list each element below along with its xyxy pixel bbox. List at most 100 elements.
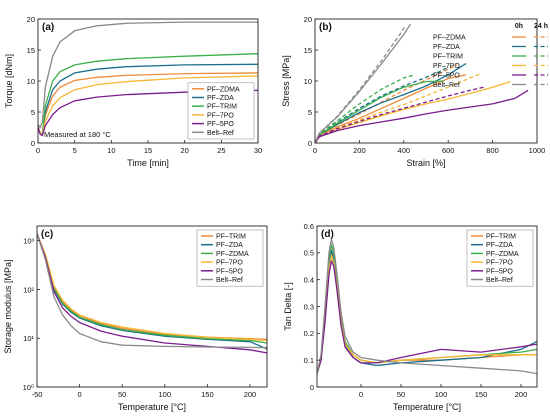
y-tick-label: 0.2 [304,329,314,338]
panel-label: (c) [41,229,53,240]
legend-label: PF–TRIM [433,54,463,61]
x-axis-label: Strain [%] [406,158,445,168]
y-tick-label: 0 [31,139,35,148]
legend-label: PF–ZDA [486,242,513,249]
x-tick-label: 0 [36,146,40,155]
series-line-4 [38,89,258,137]
y-tick-label: 0.3 [304,302,314,311]
panel-torque: 0 5 10 15 20 25 30 0 5 10 15 20 Time [min] Torque [dN… [4,15,262,168]
x-tick-label: 20 [180,146,188,155]
legend-label: PF–TRIM [216,234,246,241]
y-tick-label: 10 [304,77,312,86]
series-line-0 [315,74,467,143]
series-line-8 [315,89,529,143]
series-group [315,23,529,143]
panel-label: (d) [321,229,334,240]
series-group [37,233,267,354]
series-line-10 [315,23,412,143]
legend-label: PF–7PO [216,260,243,267]
panel-stress-strain: 0 200 400 600 800 1000 0 5 10 15 20 Strain [%] Stres… [281,15,548,168]
x-tick-label: 0 [78,390,82,399]
x-tick-label: 10 [107,146,115,155]
legend-header-24h: 24 h [534,23,548,30]
legend-label: PF–5PO [216,268,243,275]
legend-label: PF–TRIM [486,234,516,241]
legend-label: PF–ZDA [216,242,243,249]
x-tick-label: 1000 [529,146,546,155]
y-tick-label: 10² [23,285,34,294]
series-line-3 [38,75,258,135]
y-tick-label: 0.4 [304,275,314,284]
series-line-9 [315,86,484,143]
legend-label: PF–7PO [486,260,513,267]
legend-label: PF–ZDMA [216,251,249,258]
x-axis-label: Temperature [°C] [393,402,461,412]
series-line-11 [315,24,407,143]
y-tick-label: 20 [27,15,35,24]
x-axis-label: Temperature [°C] [118,402,186,412]
legend-label: Belt–Ref [486,277,513,284]
x-tick-label: 200 [515,390,528,399]
x-tick-label: 0 [313,146,317,155]
x-tick-label: 100 [435,390,448,399]
y-tick-label: 5 [308,108,312,117]
legend-label: PF–5PO [433,73,460,80]
x-tick-label: 25 [217,146,225,155]
panel-tan-delta: 0 50 100 150 200 0 0.1 0.2 0.3 0.4 0.5 0.6 Temperatu… [283,222,538,412]
series-line-5 [37,233,267,349]
x-tick-label: -50 [32,390,43,399]
panel-storage-modulus: -50 0 50 100 150 200 10⁰ 10¹ 10² 10³ Temperature [… [3,225,268,412]
x-tick-label: 600 [442,146,455,155]
legend: 0h 24 h PF–ZDMA PF–ZDA PF–TRIM PF–7PO PF–5PO Be… [433,23,548,89]
legend-label: PF–ZDMA [433,35,466,42]
y-tick-label: 0.5 [304,249,314,258]
y-axis-label: Stress [MPa] [281,55,291,107]
legend-label: Belt–Ref [216,277,243,284]
legend-label: PF–ZDA [433,44,460,51]
legend-label: PF–TRIM [207,104,237,111]
x-tick-label: 200 [353,146,366,155]
legend-label: PF–7PO [207,112,234,119]
x-tick-label: 50 [397,390,405,399]
y-tick-label: 10³ [23,236,34,245]
legend-label: Belt–Ref [433,82,460,89]
series-line-5 [317,238,537,375]
series-line-4 [317,260,537,374]
y-axis-label: Storage modulus [MPa] [3,259,13,353]
x-tick-label: 800 [486,146,499,155]
y-axis-label: Tan Delta [-] [283,282,293,331]
y-tick-label: 0 [308,139,312,148]
x-axis-label: Time [min] [127,158,169,168]
x-tick-label: 150 [475,390,488,399]
plot-frame [36,225,268,388]
series-line-4 [315,80,444,143]
x-tick-label: 200 [244,390,257,399]
x-tick-label: 0 [359,390,363,399]
y-tick-label: 10 [27,77,35,86]
y-tick-label: 15 [27,46,35,55]
y-tick-label: 20 [304,15,312,24]
legend-label: PF–ZDMA [486,251,519,258]
series-line-3 [37,233,267,342]
series-line-2 [37,233,267,344]
x-tick-label: 150 [201,390,214,399]
legend-label: PF–ZDMA [207,86,240,93]
y-tick-label: 10⁰ [23,383,34,392]
series-group [38,21,258,137]
x-tick-label: 400 [398,146,411,155]
annotation-text: Measured at 180 °C [44,130,111,139]
legend-label: PF–5PO [207,121,234,128]
x-tick-label: 30 [254,146,262,155]
legend-box [196,229,264,287]
x-tick-label: 100 [159,390,172,399]
x-tick-label: 5 [73,146,77,155]
y-tick-label: 0 [310,383,314,392]
legend-label: PF–7PO [433,63,460,70]
y-axis-label: Torque [dNm] [4,54,14,108]
series-line-5 [38,21,258,129]
legend-header-0h: 0h [515,23,523,30]
legend-label: PF–ZDA [207,95,234,102]
